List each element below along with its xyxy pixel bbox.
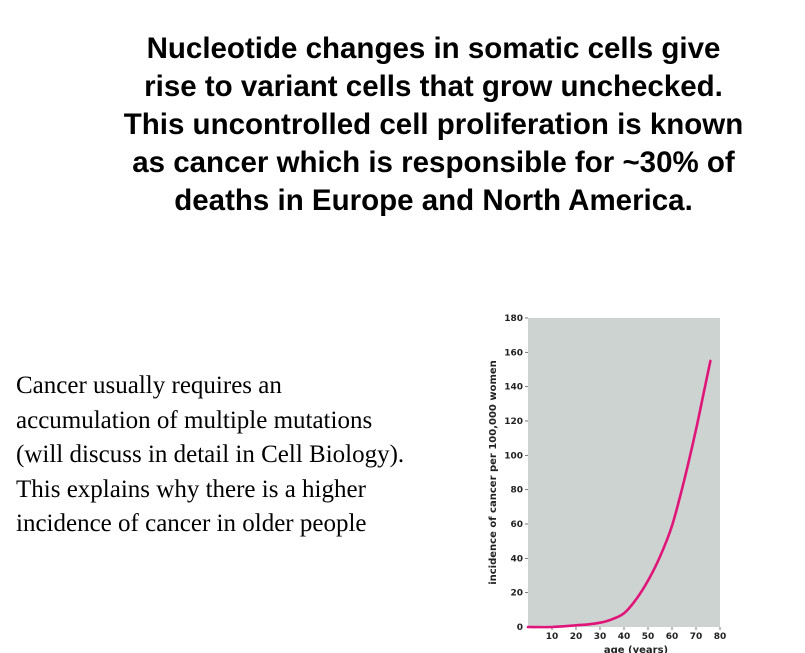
y-tick-label: 40 — [510, 554, 523, 564]
y-tick-label: 120 — [504, 417, 523, 427]
cancer-incidence-chart: 0 20 40 60 80 100 120 140 160 180 10 20 30 40 50 60 70 80… — [488, 314, 727, 653]
x-tick-label: 30 — [594, 632, 607, 642]
y-tick-label: 80 — [510, 486, 523, 496]
x-tick-label: 20 — [570, 632, 583, 642]
y-tick-label: 60 — [510, 520, 523, 530]
body-line: This explains why there is a higher — [16, 475, 366, 503]
title-line: deaths in Europe and North America. — [174, 184, 693, 217]
x-tick-label: 80 — [714, 632, 727, 642]
y-tick-label: 140 — [504, 383, 523, 393]
y-tick-label: 180 — [504, 314, 523, 324]
x-tick-label: 60 — [666, 632, 679, 642]
title-line: This uncontrolled cell proliferation is … — [123, 108, 744, 141]
title-line: Nucleotide changes in somatic cells give — [146, 32, 721, 65]
y-tick-label: 100 — [504, 451, 523, 461]
y-tick-label: 160 — [504, 348, 523, 358]
body-text: Cancer usually requires an accumulation … — [16, 369, 486, 542]
y-tick-label: 20 — [510, 589, 523, 599]
y-axis-label: incidence of cancer per 100,000 women — [488, 360, 499, 585]
x-tick-label: 70 — [690, 632, 703, 642]
x-axis-label: age (years) — [604, 645, 668, 653]
body-line: accumulation of multiple mutations — [16, 406, 373, 434]
plot-background — [528, 318, 720, 627]
body-line: (will discuss in detail in Cell Biology)… — [16, 441, 405, 468]
x-tick-label: 10 — [546, 632, 559, 642]
incidence-line — [526, 359, 712, 629]
y-tick-label: 0 — [517, 623, 523, 633]
title-line: as cancer which is responsible for ~30% … — [132, 146, 735, 179]
x-tick-label: 40 — [618, 632, 631, 642]
slide-title: Nucleotide changes in somatic cells give… — [62, 30, 805, 220]
body-line: incidence of cancer in older people — [16, 510, 367, 537]
x-tick-label: 50 — [642, 632, 655, 642]
title-line: rise to variant cells that grow unchecke… — [144, 70, 723, 103]
body-line: Cancer usually requires an — [16, 372, 282, 399]
